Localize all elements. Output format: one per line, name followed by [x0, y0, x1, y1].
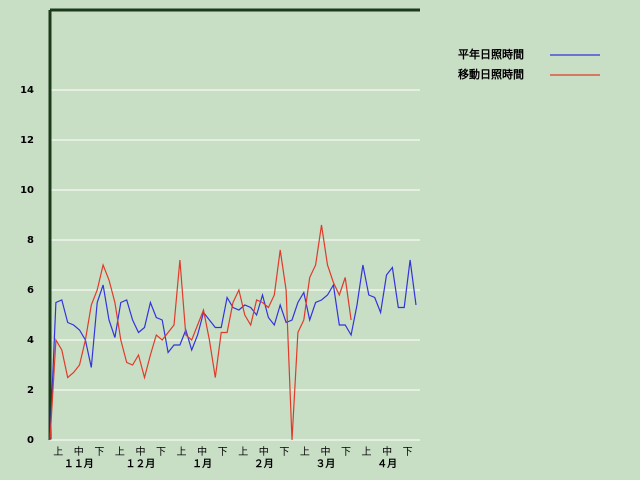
month-label: １２月 — [125, 458, 155, 470]
dekad-label: 下 — [341, 447, 351, 458]
dekad-label: 下 — [279, 447, 289, 458]
y-tick-label: 14 — [20, 85, 34, 96]
dekad-label: 中 — [259, 445, 269, 458]
dekad-label: 上 — [362, 446, 372, 458]
dekad-label: 上 — [238, 446, 248, 458]
y-tick-label: 8 — [27, 235, 34, 246]
y-tick-label: 10 — [20, 185, 34, 196]
dekad-label: 中 — [74, 445, 84, 458]
y-tick-label: 12 — [20, 135, 34, 146]
y-tick-label: 2 — [27, 385, 34, 396]
series-line — [49, 224, 352, 441]
dekad-label: 中 — [135, 445, 145, 458]
y-tick-label: 6 — [27, 285, 34, 296]
y-tick-label: 4 — [27, 335, 34, 346]
month-label: ４月 — [377, 458, 397, 470]
dekad-label: 下 — [156, 447, 166, 458]
dekad-label: 上 — [115, 446, 125, 458]
month-label: １月 — [192, 458, 212, 470]
dekad-label: 上 — [177, 446, 187, 458]
dekad-label: 上 — [53, 446, 63, 458]
dekad-label: 中 — [382, 445, 392, 458]
dekad-label: 下 — [218, 447, 228, 458]
legend-label: 平年日照時間 — [458, 47, 524, 61]
dekad-label: 下 — [94, 447, 104, 458]
series-line — [49, 259, 417, 441]
dekad-label: 中 — [320, 445, 330, 458]
legend-label: 移動日照時間 — [458, 67, 524, 81]
month-label: ３月 — [315, 458, 335, 470]
dekad-label: 上 — [300, 446, 310, 458]
dekad-label: 中 — [197, 445, 207, 458]
month-label: ２月 — [254, 458, 274, 470]
dekad-label: 下 — [403, 447, 413, 458]
y-tick-label: 0 — [27, 435, 34, 446]
month-label: １１月 — [64, 458, 94, 470]
